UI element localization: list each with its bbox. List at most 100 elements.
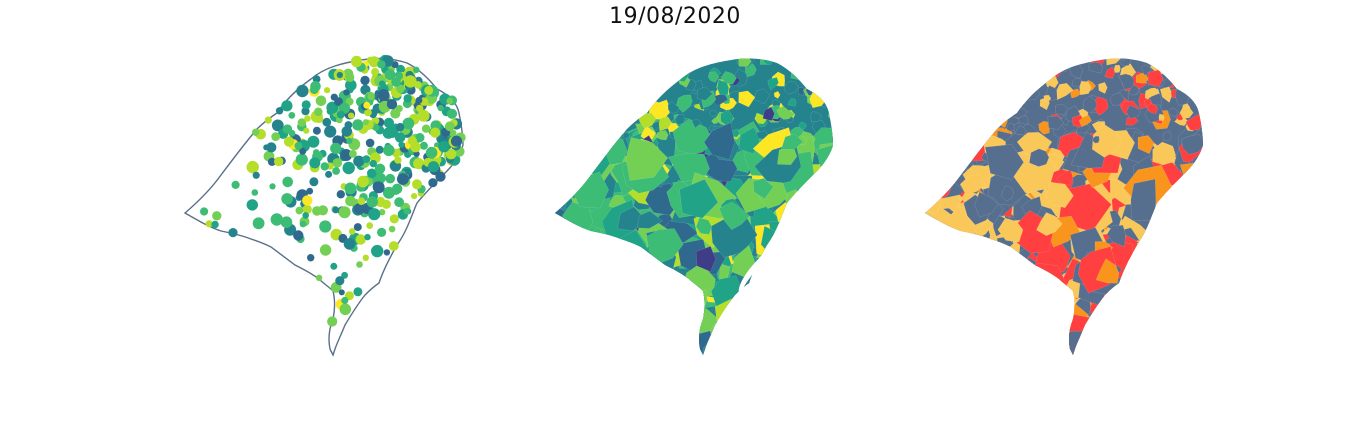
municipality-region	[793, 307, 822, 335]
municipality-region	[813, 224, 833, 244]
municipality-region	[555, 189, 567, 211]
municipality-point	[336, 110, 345, 119]
municipality-point	[252, 128, 260, 136]
municipality-region	[555, 143, 582, 178]
municipality-region	[1104, 66, 1116, 79]
municipality-region	[1178, 309, 1203, 346]
municipality-region	[996, 338, 1029, 356]
municipality-point	[267, 157, 277, 166]
municipality-region	[1179, 162, 1203, 191]
municipality-point	[371, 68, 380, 76]
municipality-region	[800, 258, 833, 292]
municipality-point	[384, 69, 396, 80]
municipality-region	[967, 236, 991, 253]
municipality-region	[738, 90, 756, 108]
municipality-region	[825, 276, 833, 296]
municipality-point	[444, 121, 455, 132]
municipality-region	[1137, 321, 1151, 340]
municipality-region	[950, 275, 972, 301]
municipality-region	[1182, 166, 1203, 201]
municipality-point	[281, 100, 293, 112]
municipality-region	[974, 191, 999, 218]
municipality-region	[1166, 178, 1203, 225]
municipality-region	[809, 248, 833, 285]
municipality-region	[1141, 301, 1180, 345]
municipality-point	[302, 195, 313, 206]
municipality-region	[800, 297, 815, 321]
municipality-region	[1177, 333, 1203, 356]
municipality-region	[934, 328, 956, 351]
municipality-region	[598, 112, 614, 127]
municipality-region	[555, 238, 585, 264]
municipality-region	[1148, 310, 1180, 340]
municipality-region	[562, 69, 574, 79]
municipality-region	[801, 241, 833, 282]
municipality-region	[645, 85, 657, 96]
municipality-region	[599, 58, 612, 66]
municipality-point	[269, 183, 276, 190]
municipality-region	[696, 86, 713, 101]
municipality-region	[572, 58, 588, 65]
municipality-point	[362, 155, 371, 164]
municipality-region	[1186, 187, 1203, 219]
municipality-point	[332, 206, 340, 214]
municipality-point	[205, 220, 213, 228]
municipality-region	[1024, 58, 1037, 64]
municipality-region	[929, 314, 961, 349]
municipality-region	[940, 145, 963, 166]
municipality-point	[382, 186, 395, 199]
lagoon-shape	[738, 232, 788, 296]
municipality-region	[979, 122, 993, 139]
municipality-region	[925, 300, 942, 334]
municipality-region	[1014, 125, 1027, 136]
municipality-region	[1029, 148, 1050, 167]
municipality-region	[976, 259, 1018, 298]
municipality-region	[622, 69, 631, 77]
municipality-region	[986, 67, 993, 75]
municipality-region	[1129, 273, 1156, 294]
municipality-region	[579, 262, 619, 306]
municipality-point	[294, 142, 303, 150]
municipality-region	[1146, 103, 1159, 114]
municipality-region	[795, 61, 804, 69]
municipality-region	[656, 312, 696, 349]
municipality-region	[1121, 308, 1151, 337]
municipality-point	[356, 261, 363, 268]
municipality-point	[200, 207, 209, 216]
municipality-region	[555, 344, 573, 356]
municipality-region	[1189, 175, 1203, 214]
municipality-region	[1027, 84, 1035, 94]
municipality-region	[820, 58, 833, 70]
municipality-region	[1113, 64, 1121, 73]
municipality-region	[972, 308, 1007, 343]
municipality-region	[973, 75, 987, 90]
municipality-region	[1097, 313, 1126, 348]
municipality-region	[663, 69, 674, 82]
municipality-region	[1017, 331, 1056, 356]
municipality-point	[378, 209, 386, 216]
municipality-region	[1022, 74, 1040, 91]
municipality-point	[383, 249, 391, 256]
municipality-region	[731, 295, 771, 338]
municipality-region	[977, 121, 987, 131]
municipality-region	[826, 172, 833, 202]
municipality-region	[1155, 294, 1179, 312]
municipality-region	[650, 290, 696, 334]
municipality-region	[555, 124, 562, 144]
municipality-point	[430, 127, 441, 138]
municipality-region	[947, 260, 970, 283]
municipality-region	[561, 243, 585, 266]
municipality-region	[982, 286, 1016, 318]
municipality-point	[403, 207, 411, 215]
municipality-region	[1179, 106, 1194, 119]
municipality-region	[965, 331, 988, 354]
municipality-region	[1136, 237, 1160, 264]
municipality-region	[738, 127, 760, 154]
municipality-region	[777, 245, 827, 281]
municipality-region	[950, 231, 991, 266]
municipality-region	[687, 289, 708, 308]
municipality-point	[310, 81, 321, 92]
municipality-region	[971, 80, 982, 90]
municipality-point	[391, 77, 401, 87]
